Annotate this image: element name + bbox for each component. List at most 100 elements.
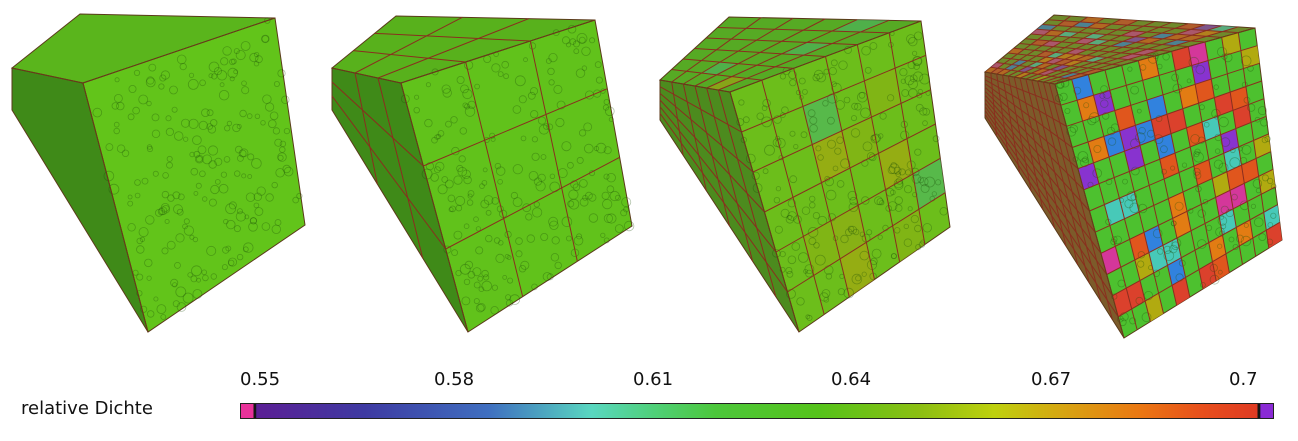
density-cell — [1241, 158, 1259, 184]
particle-texture — [554, 261, 562, 270]
particle-texture — [172, 300, 180, 308]
particle-texture — [456, 164, 464, 173]
particle-texture — [482, 274, 490, 281]
particle-texture — [188, 72, 195, 78]
density-cell — [1191, 60, 1212, 85]
particle-texture — [540, 154, 547, 160]
particle-texture — [463, 278, 471, 286]
particle-texture — [197, 145, 207, 155]
particle-texture — [920, 183, 930, 193]
particle-texture — [1213, 159, 1224, 169]
density-cell — [1214, 92, 1233, 117]
density-cell — [1036, 57, 1056, 63]
particle-texture — [264, 17, 271, 24]
particle-texture — [169, 85, 178, 95]
particle-texture — [208, 73, 214, 79]
particle-texture — [603, 146, 612, 155]
particle-texture — [226, 120, 232, 127]
particle-texture — [239, 109, 247, 118]
density-cell — [1220, 128, 1239, 154]
particle-texture — [549, 220, 559, 231]
particle-texture — [832, 165, 839, 172]
density-cell — [1135, 37, 1163, 44]
cube-edge — [400, 19, 596, 84]
density-cell — [1104, 198, 1125, 226]
particle-texture — [851, 102, 859, 110]
particle-texture — [441, 176, 449, 183]
particle-texture — [1267, 177, 1274, 185]
particle-texture — [812, 212, 821, 220]
particle-texture — [1193, 171, 1202, 180]
particle-texture — [1163, 250, 1175, 262]
front-grid-line — [1237, 32, 1270, 249]
particle-texture — [223, 218, 229, 225]
particle-texture — [208, 198, 217, 207]
particle-texture — [174, 261, 181, 269]
particle-texture — [851, 115, 858, 122]
particle-texture — [874, 196, 883, 206]
particle-texture — [477, 303, 486, 312]
particle-texture — [271, 181, 278, 189]
particle-texture — [914, 148, 922, 156]
particle-texture — [582, 194, 588, 201]
particle-texture — [1266, 238, 1274, 246]
particle-texture — [606, 172, 616, 183]
particle-texture — [283, 128, 290, 135]
particle-texture — [179, 62, 187, 71]
particle-texture — [1136, 108, 1142, 114]
particle-texture — [275, 168, 285, 178]
particle-texture — [1194, 148, 1201, 155]
particle-texture — [233, 170, 241, 177]
particle-texture — [196, 277, 202, 283]
particle-texture — [116, 144, 126, 153]
particle-texture — [922, 223, 933, 233]
particle-texture — [479, 183, 485, 189]
particle-texture — [254, 55, 263, 64]
density-cube-coarse — [10, 13, 306, 333]
particle-texture — [542, 272, 552, 282]
density-cell — [1230, 183, 1248, 209]
particle-texture — [939, 207, 948, 216]
particle-texture — [548, 52, 558, 63]
density-cell — [1077, 95, 1099, 122]
particle-texture — [850, 128, 861, 138]
particle-texture — [1135, 132, 1146, 143]
density-cell — [1017, 66, 1035, 73]
density-cell — [1168, 191, 1187, 219]
density-cell — [1036, 51, 1056, 58]
particle-texture — [503, 73, 510, 80]
particle-texture — [127, 113, 135, 121]
particle-texture — [894, 196, 903, 205]
particle-texture — [779, 266, 786, 273]
particle-texture — [472, 267, 482, 277]
particle-texture — [1147, 53, 1159, 64]
particle-texture — [825, 189, 837, 201]
particle-texture — [843, 96, 851, 104]
particle-texture — [904, 169, 912, 176]
particle-texture — [774, 225, 783, 234]
density-cell — [1042, 40, 1062, 47]
particle-texture — [192, 135, 202, 146]
density-cell — [1179, 84, 1199, 109]
density-cell — [1004, 64, 1020, 71]
particle-texture — [827, 116, 835, 125]
particle-texture — [247, 174, 253, 179]
density-cell — [1119, 191, 1140, 219]
particle-texture — [113, 121, 120, 128]
particle-texture — [779, 73, 787, 80]
particle-texture — [244, 214, 250, 220]
density-cell — [1221, 32, 1241, 56]
particle-texture — [594, 61, 602, 68]
particle-texture — [218, 183, 229, 194]
particle-texture — [1178, 259, 1186, 267]
particle-texture — [495, 253, 505, 263]
particle-texture — [463, 175, 472, 185]
particle-texture — [478, 286, 485, 293]
particle-texture — [871, 248, 882, 259]
particle-texture — [908, 79, 919, 90]
particle-texture — [1240, 55, 1252, 67]
particle-texture — [907, 206, 913, 212]
particle-texture — [809, 201, 816, 209]
particle-texture — [603, 173, 610, 180]
particle-texture — [279, 140, 287, 148]
